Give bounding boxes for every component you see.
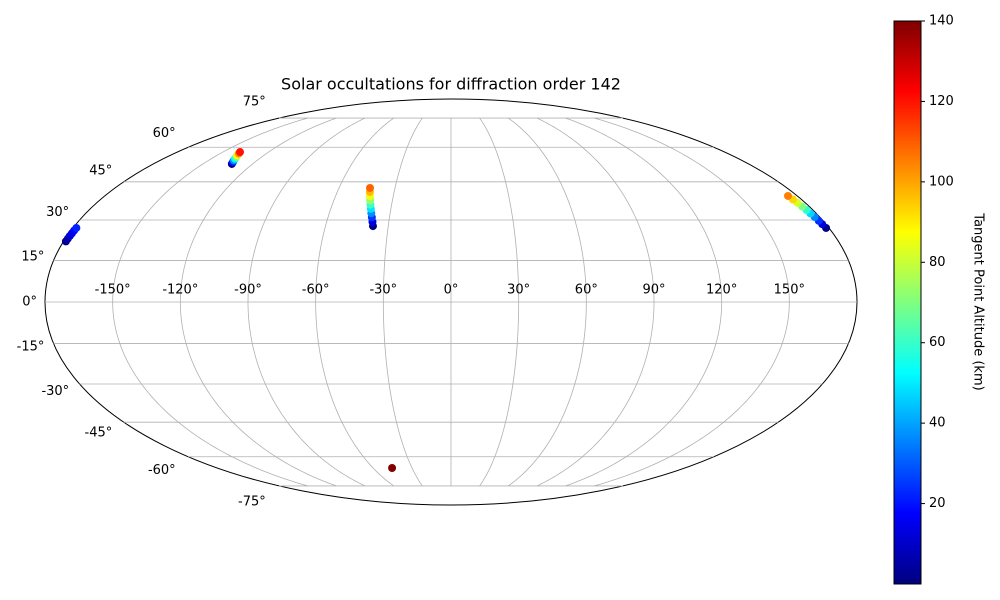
y-tick-label: -30° <box>41 384 69 399</box>
grid-line <box>594 117 790 487</box>
grid-line <box>247 117 366 487</box>
y-tick-label: -60° <box>148 463 176 478</box>
x-tick-label: 0° <box>444 283 459 298</box>
colorbar-tick-label: 40 <box>929 416 946 431</box>
scatter-point <box>72 223 81 232</box>
chart-title: Solar occultations for diffraction order… <box>281 75 621 94</box>
grid-line <box>536 117 655 487</box>
y-tick-label: 30° <box>46 205 69 220</box>
x-tick-label: 120° <box>706 283 737 298</box>
grid-line <box>479 117 520 487</box>
colorbar-tick-label: 20 <box>929 496 946 511</box>
x-tick-label: -30° <box>369 283 397 298</box>
x-tick-label: 150° <box>774 283 805 298</box>
y-tick-label: 60° <box>153 126 176 141</box>
scatter-point <box>783 191 792 200</box>
x-tick-label: 90° <box>642 283 665 298</box>
grid-line <box>179 117 337 487</box>
colorbar-tick-label: 120 <box>929 94 954 109</box>
grid-line <box>508 117 587 487</box>
colorbar-tick-label: 60 <box>929 335 946 350</box>
scatter-point <box>388 464 397 473</box>
grid-line <box>112 117 308 487</box>
y-tick-label: -15° <box>17 340 45 355</box>
grid-line <box>382 117 423 487</box>
x-tick-label: 60° <box>575 283 598 298</box>
x-tick-label: -120° <box>162 283 198 298</box>
x-tick-label: -150° <box>95 283 131 298</box>
x-tick-label: 30° <box>507 283 530 298</box>
colorbar-tick-label: 80 <box>929 255 946 270</box>
grid-line <box>565 117 723 487</box>
y-tick-label: 0° <box>22 295 37 310</box>
y-tick-label: -75° <box>238 495 266 510</box>
grid-line <box>315 117 394 487</box>
y-tick-label: -45° <box>85 425 113 440</box>
colorbar-tick-label: 140 <box>929 14 954 29</box>
scatter-point <box>366 183 375 192</box>
colorbar-label: Tangent Point Altitude (km) <box>971 212 986 390</box>
scatter-point <box>236 148 245 157</box>
y-tick-label: 45° <box>89 164 112 179</box>
colorbar <box>893 20 922 585</box>
y-tick-label: 15° <box>21 249 44 264</box>
colorbar-tick-label: 100 <box>929 174 954 189</box>
y-tick-label: 75° <box>243 94 266 109</box>
x-tick-label: -60° <box>302 283 330 298</box>
x-tick-label: -90° <box>234 283 262 298</box>
